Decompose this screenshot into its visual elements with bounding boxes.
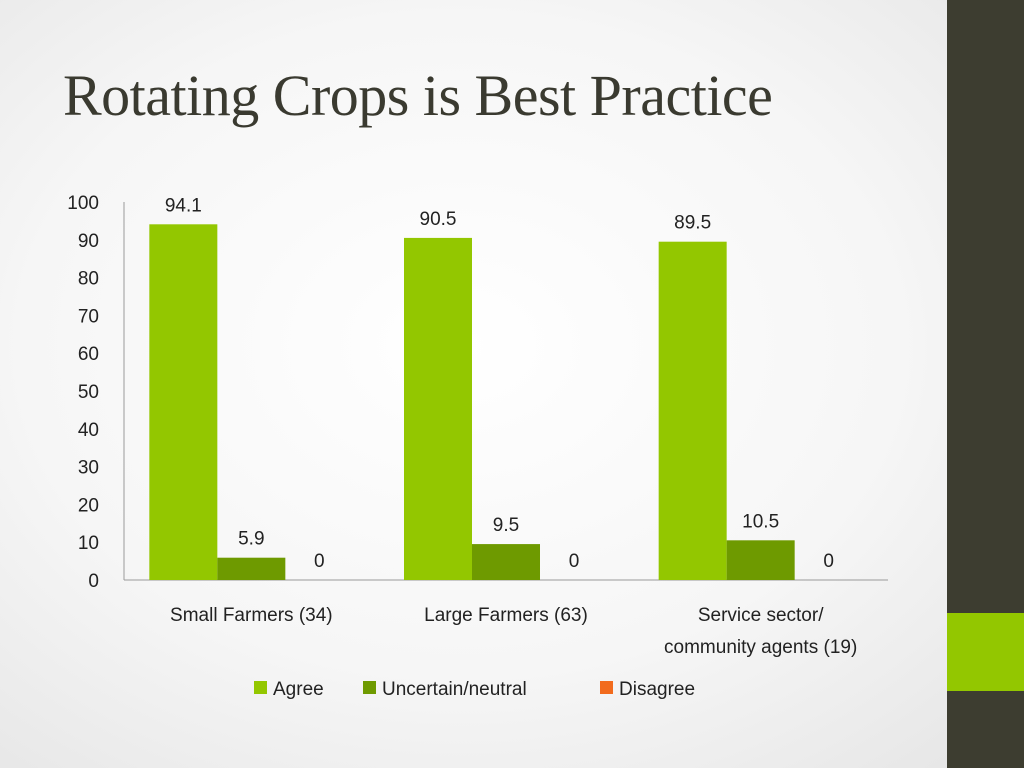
legend-label: Uncertain/neutral xyxy=(382,679,527,700)
data-label: 90.5 xyxy=(420,209,457,230)
y-tick-label: 0 xyxy=(88,571,99,592)
x-category-label: Small Farmers (34) xyxy=(170,605,333,626)
y-tick-label: 10 xyxy=(78,533,99,554)
legend-label: Disagree xyxy=(619,679,695,700)
x-category-label: community agents (19) xyxy=(664,637,857,658)
legend-swatch xyxy=(600,681,613,694)
data-label: 0 xyxy=(569,551,580,572)
sidebar-accent-block xyxy=(947,613,1024,691)
y-tick-label: 50 xyxy=(78,382,99,403)
bar-2 xyxy=(726,540,795,580)
bar-2 xyxy=(472,544,540,580)
y-tick-label: 90 xyxy=(78,231,99,252)
data-label: 0 xyxy=(823,551,834,572)
data-label: 9.5 xyxy=(493,515,519,536)
y-tick-label: 60 xyxy=(78,344,99,365)
y-tick-label: 100 xyxy=(67,193,99,214)
legend-label: Agree xyxy=(273,679,324,700)
y-tick-label: 40 xyxy=(78,420,99,441)
data-label: 94.1 xyxy=(165,195,202,216)
legend-swatch xyxy=(254,681,267,694)
slide-title: Rotating Crops is Best Practice xyxy=(63,63,773,128)
legend-swatch xyxy=(363,681,376,694)
y-tick-label: 30 xyxy=(78,458,99,479)
bar-2 xyxy=(217,557,286,580)
data-label: 10.5 xyxy=(742,511,779,532)
bar-1 xyxy=(404,237,472,580)
y-tick-label: 20 xyxy=(78,495,99,516)
bar-1 xyxy=(658,241,727,580)
y-tick-label: 80 xyxy=(78,269,99,290)
y-tick-label: 70 xyxy=(78,306,99,327)
data-label: 89.5 xyxy=(674,213,711,234)
bar-1 xyxy=(149,224,218,580)
x-category-label: Large Farmers (63) xyxy=(424,605,588,626)
data-label: 5.9 xyxy=(238,529,264,550)
data-label: 0 xyxy=(314,551,325,572)
x-category-label: Service sector/ xyxy=(698,605,824,626)
